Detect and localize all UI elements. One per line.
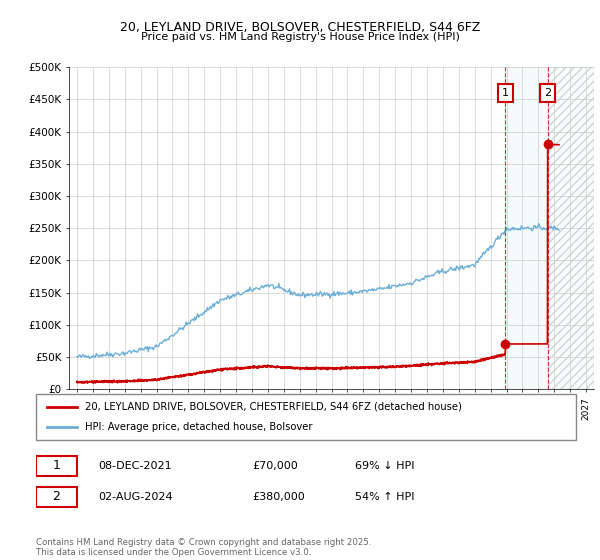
Text: 20, LEYLAND DRIVE, BOLSOVER, CHESTERFIELD, S44 6FZ (detached house): 20, LEYLAND DRIVE, BOLSOVER, CHESTERFIEL…: [85, 402, 461, 412]
Bar: [548, 67, 594, 389]
Text: £70,000: £70,000: [252, 461, 298, 471]
Text: 08-DEC-2021: 08-DEC-2021: [98, 461, 172, 471]
Text: 2: 2: [52, 490, 60, 503]
Text: 1: 1: [52, 459, 60, 473]
Bar: [548, 67, 594, 389]
Text: HPI: Average price, detached house, Bolsover: HPI: Average price, detached house, Bols…: [85, 422, 312, 432]
Bar: [505, 67, 548, 389]
Text: 69% ↓ HPI: 69% ↓ HPI: [355, 461, 414, 471]
Text: £380,000: £380,000: [252, 492, 305, 502]
Text: 02-AUG-2024: 02-AUG-2024: [98, 492, 173, 502]
FancyBboxPatch shape: [36, 394, 576, 440]
Text: Price paid vs. HM Land Registry's House Price Index (HPI): Price paid vs. HM Land Registry's House …: [140, 32, 460, 43]
Text: 20, LEYLAND DRIVE, BOLSOVER, CHESTERFIELD, S44 6FZ: 20, LEYLAND DRIVE, BOLSOVER, CHESTERFIEL…: [120, 21, 480, 34]
Text: 1: 1: [502, 88, 509, 98]
Text: 54% ↑ HPI: 54% ↑ HPI: [355, 492, 414, 502]
FancyBboxPatch shape: [36, 487, 77, 506]
FancyBboxPatch shape: [36, 456, 77, 476]
Text: Contains HM Land Registry data © Crown copyright and database right 2025.
This d: Contains HM Land Registry data © Crown c…: [36, 538, 371, 557]
Text: 2: 2: [544, 88, 551, 98]
